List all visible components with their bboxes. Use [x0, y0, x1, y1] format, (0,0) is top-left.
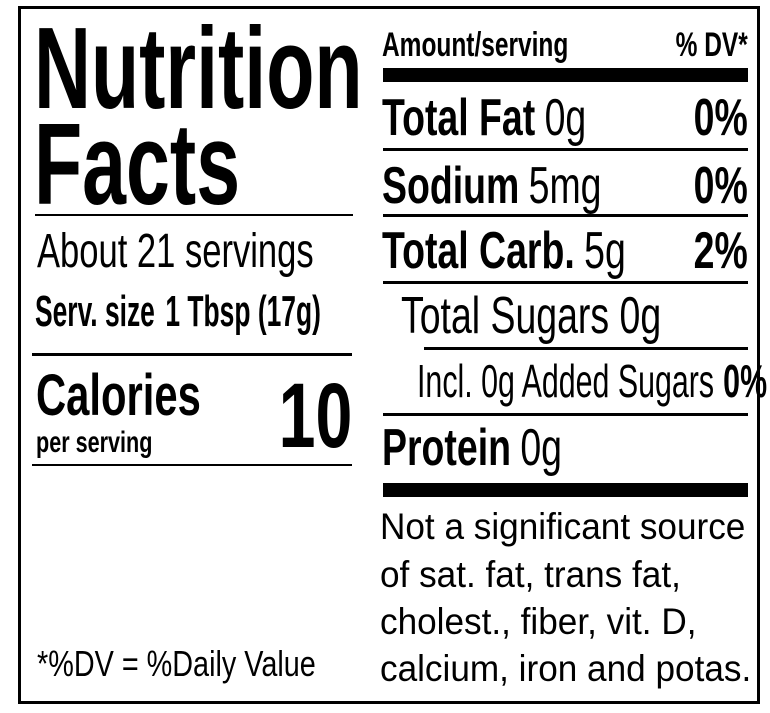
divider	[32, 353, 352, 356]
serving-size-row: Serv. size 1 Tbsp (17g)	[35, 290, 321, 334]
divider	[35, 214, 353, 216]
nutrient-row-added-sugars: Incl. 0g Added Sugars 0%	[417, 355, 767, 407]
thick-divider	[383, 483, 748, 497]
divider	[383, 281, 748, 284]
title-nutrition: Nutrition	[34, 3, 363, 133]
nutrient-row-sodium: Sodium 5mg 0%	[382, 160, 748, 212]
not-significant-line-1: Not a significant source	[380, 506, 746, 547]
table-header: Amount/serving % DV*	[382, 28, 748, 62]
nutrient-name: Total Fat	[382, 89, 536, 147]
nutrition-label-border	[18, 6, 760, 704]
divider	[383, 413, 748, 416]
dv-footnote: *%DV = %Daily Value	[37, 643, 316, 684]
nutrient-dv: 0%	[693, 89, 748, 147]
calories-label: Calories	[36, 363, 201, 428]
dv-header: % DV*	[675, 26, 748, 64]
nutrient-amount: 5mg	[528, 157, 602, 215]
serving-size-value: 1 Tbsp (17g)	[165, 287, 321, 336]
not-significant-line-3: cholest., fiber, vit. D,	[380, 601, 697, 642]
nutrient-name: Incl. 0g Added Sugars	[417, 355, 715, 407]
serving-size-label: Serv. size	[35, 287, 155, 336]
calories-per-serving: per serving	[36, 426, 153, 459]
nutrient-amount: 0g	[520, 419, 562, 477]
nutrient-name: Protein	[382, 419, 511, 477]
not-significant-line-2: of sat. fat, trans fat,	[380, 554, 681, 595]
nutrient-dv: 0%	[723, 355, 768, 407]
nutrient-row-protein: Protein 0g	[382, 422, 748, 474]
divider	[383, 214, 748, 217]
nutrient-row-total-carb: Total Carb. 5g 2%	[382, 225, 748, 277]
divider	[424, 347, 748, 350]
divider	[383, 148, 748, 151]
total-sugars: Total Sugars 0g	[401, 287, 662, 345]
nutrient-dv: 0%	[693, 157, 748, 215]
amount-per-serving-header: Amount/serving	[382, 26, 569, 64]
nutrient-name: Sodium	[382, 157, 520, 215]
nutrient-name: Total Carb.	[382, 222, 575, 280]
title-facts: Facts	[34, 99, 241, 229]
nutrient-dv: 2%	[693, 222, 748, 280]
nutrient-amount: 5g	[584, 222, 626, 280]
servings-per-container: About 21 servings	[37, 225, 314, 278]
divider	[32, 464, 352, 466]
nutrient-row-total-fat: Total Fat 0g 0%	[382, 92, 748, 144]
nutrient-amount: 0g	[544, 89, 587, 147]
thick-divider	[383, 68, 748, 82]
calories-value: 10	[278, 365, 352, 467]
not-significant-line-4: calcium, iron and potas.	[380, 648, 752, 689]
